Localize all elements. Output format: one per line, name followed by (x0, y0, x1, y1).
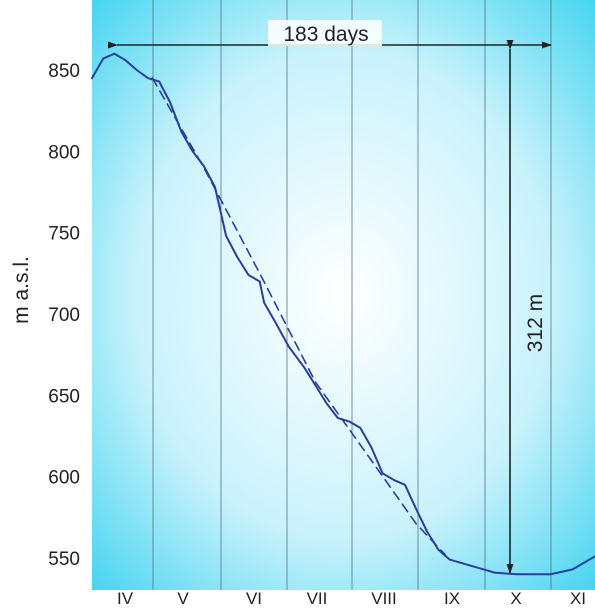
month-labels: IV V VI VII VIII IX X XI (117, 589, 586, 608)
span-annotation: 183 days (108, 20, 552, 49)
drop-label: 312 m (524, 294, 547, 352)
y-tick-label: 700 (48, 305, 80, 326)
y-tick-label: 850 (48, 61, 80, 82)
y-tick-labels: 550 600 650 700 750 800 850 (48, 61, 80, 570)
elevation-line (91, 52, 595, 576)
month-label: IV (117, 589, 134, 608)
span-label-bg (268, 20, 382, 46)
month-label: XI (570, 589, 586, 608)
y-tick-label: 750 (48, 224, 80, 245)
series-layer (91, 52, 595, 576)
month-gridlines (152, 0, 552, 590)
month-label: IX (444, 589, 460, 608)
y-tick-label: 800 (48, 142, 80, 163)
month-label: VII (307, 589, 328, 608)
month-label: VIII (371, 589, 397, 608)
month-label: V (177, 589, 189, 608)
y-tick-label: 600 (48, 468, 80, 489)
month-label: VI (246, 589, 262, 608)
plot-background (92, 0, 595, 590)
y-tick-label: 650 (48, 386, 80, 407)
y-axis-label: m a.s.l. (10, 256, 33, 324)
trend-line-dashed (151, 77, 446, 556)
y-tick-label: 550 (48, 549, 80, 570)
drop-annotation: 312 m (506, 40, 547, 574)
span-label: 183 days (283, 23, 368, 46)
month-label: X (510, 589, 521, 608)
